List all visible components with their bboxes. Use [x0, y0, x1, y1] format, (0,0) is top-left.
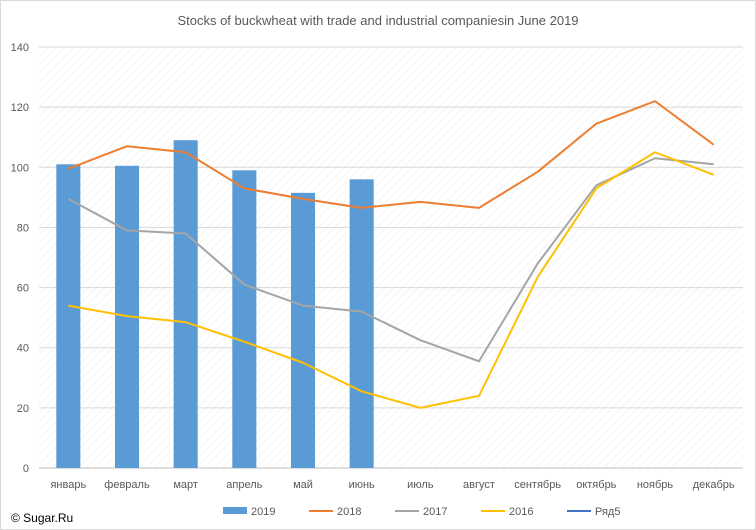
y-axis: 0 20 40 60 80 100 120 140 — [11, 42, 29, 475]
legend-label: 2018 — [337, 506, 361, 518]
y-tick-label: 100 — [11, 162, 29, 174]
legend-label: 2017 — [423, 506, 447, 518]
y-tick-label: 80 — [17, 222, 29, 234]
line-2016 — [68, 151, 715, 409]
legend-item-2018: 2018 — [309, 506, 361, 518]
bar-2019-июнь — [349, 179, 374, 469]
legend-label: 2016 — [509, 506, 533, 518]
y-tick-label: 0 — [23, 463, 29, 475]
legend-item-Ряд5: Ряд5 — [567, 506, 620, 518]
x-tick-label: ноябрь — [637, 479, 674, 491]
x-tick-label: август — [463, 479, 495, 491]
chart-title: Stocks of buckwheat with trade and indus… — [177, 13, 578, 28]
line-series — [67, 100, 715, 409]
x-tick-label: апрель — [226, 479, 262, 491]
y-tick-label: 120 — [11, 102, 29, 114]
legend-item-2016: 2016 — [481, 506, 533, 518]
y-tick-label: 40 — [17, 343, 29, 355]
bar-2019-март — [173, 140, 198, 468]
legend-swatch — [223, 507, 247, 514]
x-tick-label: июль — [407, 479, 434, 491]
y-tick-label: 140 — [11, 42, 29, 54]
legend-label: Ряд5 — [595, 506, 620, 518]
grid — [39, 46, 743, 469]
x-tick-label: октябрь — [576, 479, 616, 491]
legend-item-2017: 2017 — [395, 506, 447, 518]
x-tick-label: июнь — [349, 479, 375, 491]
x-tick-label: декабрь — [693, 479, 735, 491]
legend-item-2019: 2019 — [223, 506, 275, 518]
x-tick-label: январь — [50, 479, 86, 491]
x-tick-label: февраль — [104, 479, 150, 491]
x-tick-label: сентябрь — [514, 479, 561, 491]
line-2017 — [67, 157, 714, 363]
legend-label: 2019 — [251, 506, 275, 518]
legend: 2019 2018 2017 2016 Ряд5 — [223, 506, 620, 518]
plot-background — [39, 47, 743, 468]
y-tick-label: 20 — [17, 403, 29, 415]
bar-2019-апрель — [232, 170, 257, 469]
bar-2019-май — [290, 192, 316, 468]
bar-2019-январь — [56, 164, 81, 468]
copyright-text: © Sugar.Ru — [11, 511, 73, 525]
line-2018 — [67, 100, 715, 209]
x-tick-label: май — [293, 479, 313, 491]
x-axis: январь февраль март апрель май июнь июль август… — [50, 479, 734, 491]
x-tick-label: март — [173, 479, 198, 491]
y-tick-label: 60 — [17, 283, 29, 295]
